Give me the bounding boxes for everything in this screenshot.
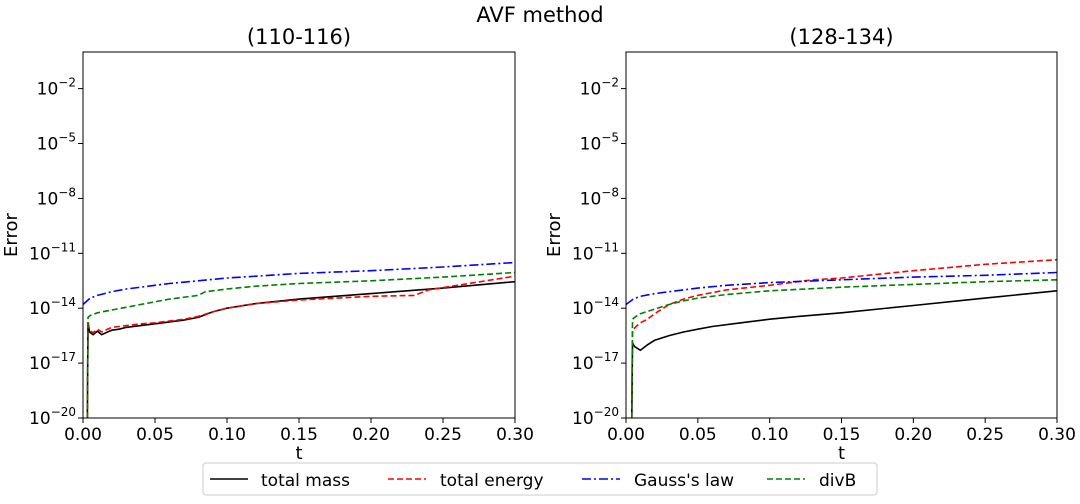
legend-frame: [202, 462, 878, 496]
x-tick-label: 0.05: [679, 425, 717, 445]
x-axis-label: t: [295, 443, 302, 464]
x-tick-label: 0.10: [208, 425, 246, 445]
legend-label-gauss-law: Gauss's law: [634, 471, 734, 491]
series-line-gauss-s-law: [626, 271, 1057, 306]
series-line-divb: [86, 271, 515, 418]
y-axis-label: Error: [1, 212, 22, 256]
legend-label-total-energy: total energy: [440, 471, 544, 491]
series-line-gauss-s-law: [83, 261, 515, 306]
x-axis-label: t: [838, 443, 845, 464]
x-tick-label: 0.15: [823, 425, 861, 445]
y-tick-label: 10−5: [37, 131, 76, 155]
series-group: [83, 261, 515, 418]
x-tick-label: 0.05: [136, 425, 174, 445]
subplot-128-134: 0.00 0.05 0.10 0.15 0.20 0.25 0.30 10−20 10−17 10…: [544, 25, 1076, 464]
x-tick-label: 0.20: [894, 425, 932, 445]
x-tick-label: 0.10: [751, 425, 789, 445]
x-tick-label: 0.00: [607, 425, 645, 445]
x-tick-label: 0.00: [64, 425, 102, 445]
subplot-title: (110-116): [247, 25, 351, 49]
x-tick-label: 0.30: [496, 425, 534, 445]
y-tick-label: 10−2: [37, 76, 76, 100]
y-tick-label: 10−20: [29, 405, 76, 429]
figure-title: AVF method: [476, 3, 603, 27]
y-axis-label: Error: [544, 212, 565, 256]
legend: total mass total energy Gauss's law divB: [202, 462, 878, 496]
y-tick-label: 10−11: [29, 240, 76, 264]
y-tick-label: 10−2: [580, 76, 619, 100]
y-tick-label: 10−20: [572, 405, 619, 429]
series-group: [626, 258, 1057, 418]
legend-label-divb: divB: [819, 471, 856, 491]
legend-label-total-mass: total mass: [261, 471, 350, 491]
subplot-110-116: 0.00 0.05 0.10 0.15 0.20 0.25 0.30 10−20 10−17 10…: [1, 25, 534, 464]
series-line-total-energy: [630, 258, 1057, 418]
y-tick-label: 10−5: [580, 131, 619, 155]
y-tick-label: 10−8: [37, 185, 76, 209]
series-line-divb: [630, 279, 1057, 418]
y-tick-label: 10−8: [580, 185, 619, 209]
y-tick-label: 10−17: [29, 350, 76, 374]
subplot-title: (128-134): [789, 25, 893, 49]
x-tick-label: 0.25: [966, 425, 1004, 445]
axes-frame: [625, 51, 1058, 419]
series-line-total-energy: [86, 275, 515, 418]
series-line-total-mass: [630, 290, 1057, 418]
axes-frame: [82, 51, 516, 419]
x-tick-label: 0.30: [1038, 425, 1076, 445]
series-line-total-mass: [86, 280, 515, 418]
y-tick-label: 10−17: [572, 350, 619, 374]
x-tick-label: 0.25: [424, 425, 462, 445]
y-tick-label: 10−14: [29, 295, 76, 319]
x-tick-label: 0.20: [352, 425, 390, 445]
y-tick-label: 10−11: [572, 240, 619, 264]
y-tick-label: 10−14: [572, 295, 619, 319]
x-tick-label: 0.15: [280, 425, 318, 445]
